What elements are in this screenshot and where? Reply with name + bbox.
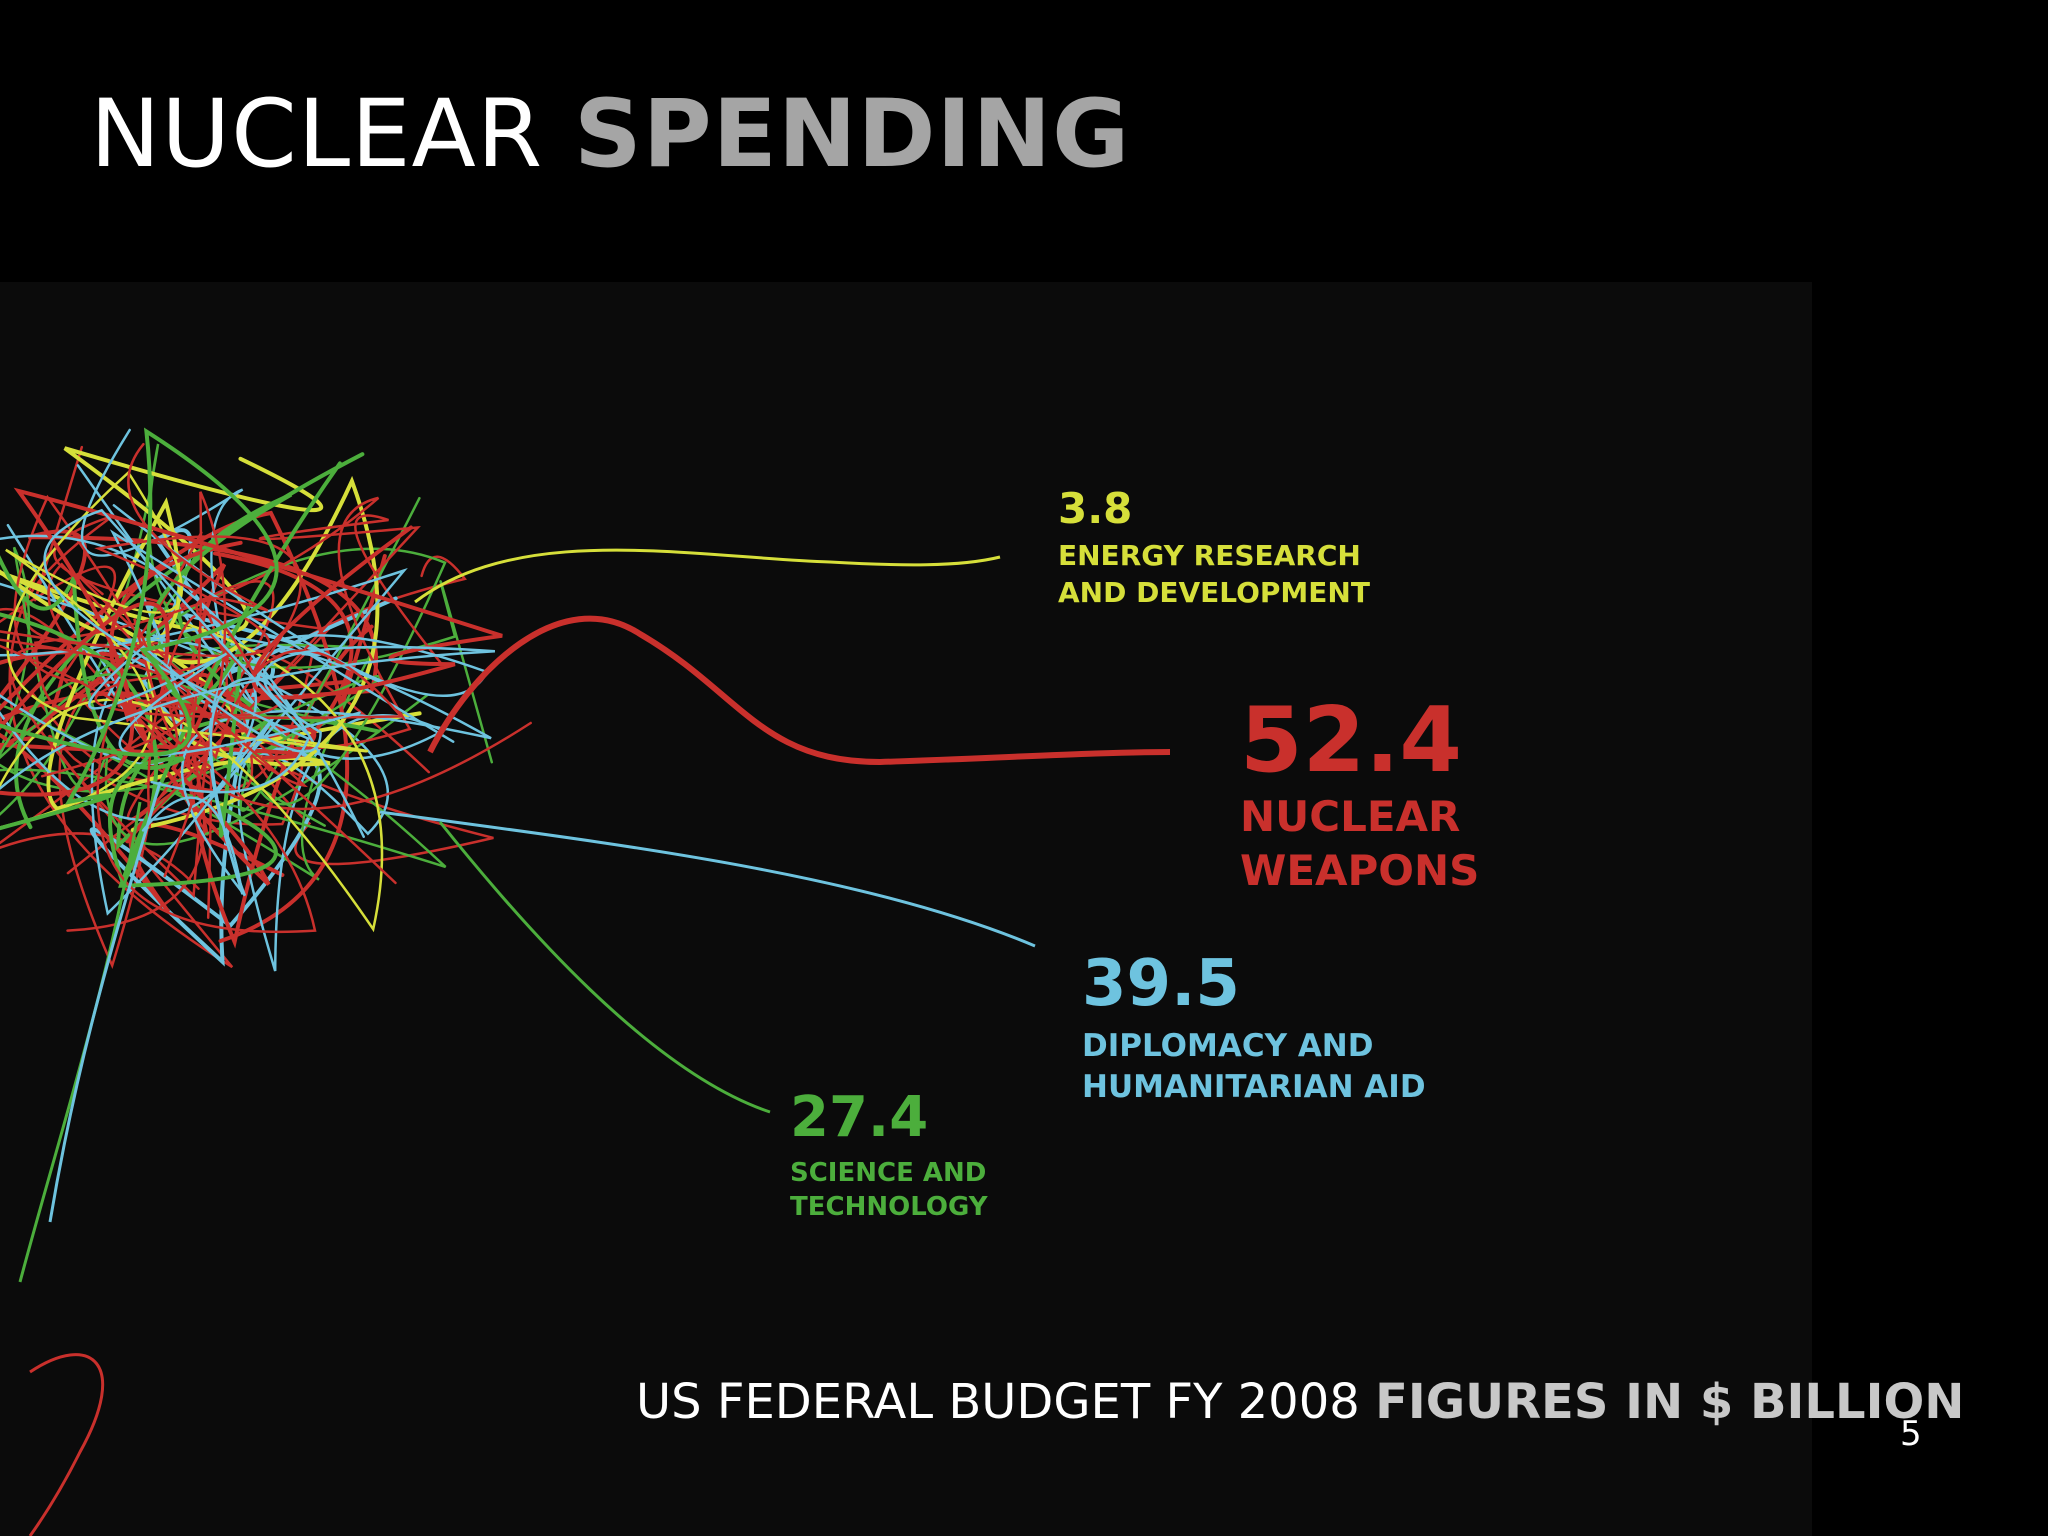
science-label-line1: SCIENCE AND [790,1158,987,1188]
page-number: 5 [1900,1414,1922,1454]
series-tails [379,548,1171,1114]
title-light: NUCLEAR [90,80,544,189]
title-bold: SPENDING [574,80,1131,189]
weapons-scribble-line [0,529,387,741]
science-label-line2: TECHNOLOGY [790,1192,988,1223]
science-scribble-line [118,452,365,888]
diplomacy-scribble-line [48,781,162,1223]
weapons-label-line1: NUCLEAR [1240,792,1461,841]
weapons-scribble-line [116,442,283,878]
energy-scribble-line [0,446,422,752]
weapons-scribble-line [9,562,309,919]
weapons-scribble-line [13,494,412,932]
scribble-cluster [0,427,532,1536]
footer-bold: FIGURES IN $ BILLION [1375,1374,1965,1430]
weapons-value: 52.4 [1240,688,1463,793]
chart-panel: 3.8 ENERGY RESEARCH AND DEVELOPMENT 52.4… [0,282,1812,1536]
weapons-label-line2: WEAPONS [1240,845,1480,895]
science-value: 27.4 [790,1085,929,1150]
energy-value: 3.8 [1058,484,1133,533]
diplomacy-value: 39.5 [1082,947,1240,1021]
weapons-scribble-line [0,535,302,829]
diplomacy-scribble-line [0,464,446,972]
weapons-scribble-line [28,1353,105,1536]
footer-light: US FEDERAL BUDGET FY 2008 [636,1374,1360,1430]
science-category: 27.4 SCIENCE AND TECHNOLOGY [790,1090,988,1225]
diplomacy-category: 39.5 DIPLOMACY AND HUMANITARIAN AID [1082,952,1426,1108]
diplomacy-scribble-line [43,508,310,895]
footer-caption: US FEDERAL BUDGET FY 2008 FIGURES IN $ B… [636,1378,1964,1426]
tangle-chart [0,427,1171,1536]
energy-category: 3.8 ENERGY RESEARCH AND DEVELOPMENT [1058,488,1370,612]
weapons-scribble-line [0,487,503,797]
science-tail-line [438,821,771,1114]
diplomacy-scribble-line [0,645,495,791]
energy-scribble-line [0,470,384,933]
diplomacy-label-line2: HUMANITARIAN AID [1082,1068,1426,1105]
energy-label-line1: ENERGY RESEARCH [1058,539,1361,572]
energy-tail-line [414,548,1001,604]
energy-label-line2: AND DEVELOPMENT [1058,575,1370,609]
slide-title: NUCLEAR SPENDING [90,88,1130,182]
weapons-category: 52.4 NUCLEAR WEAPONS [1240,696,1479,898]
diplomacy-tail-line [379,810,1036,948]
diplomacy-label-line1: DIPLOMACY AND [1082,1028,1374,1064]
weapons-tail-line [427,615,1171,766]
science-scribble-line [0,427,279,831]
